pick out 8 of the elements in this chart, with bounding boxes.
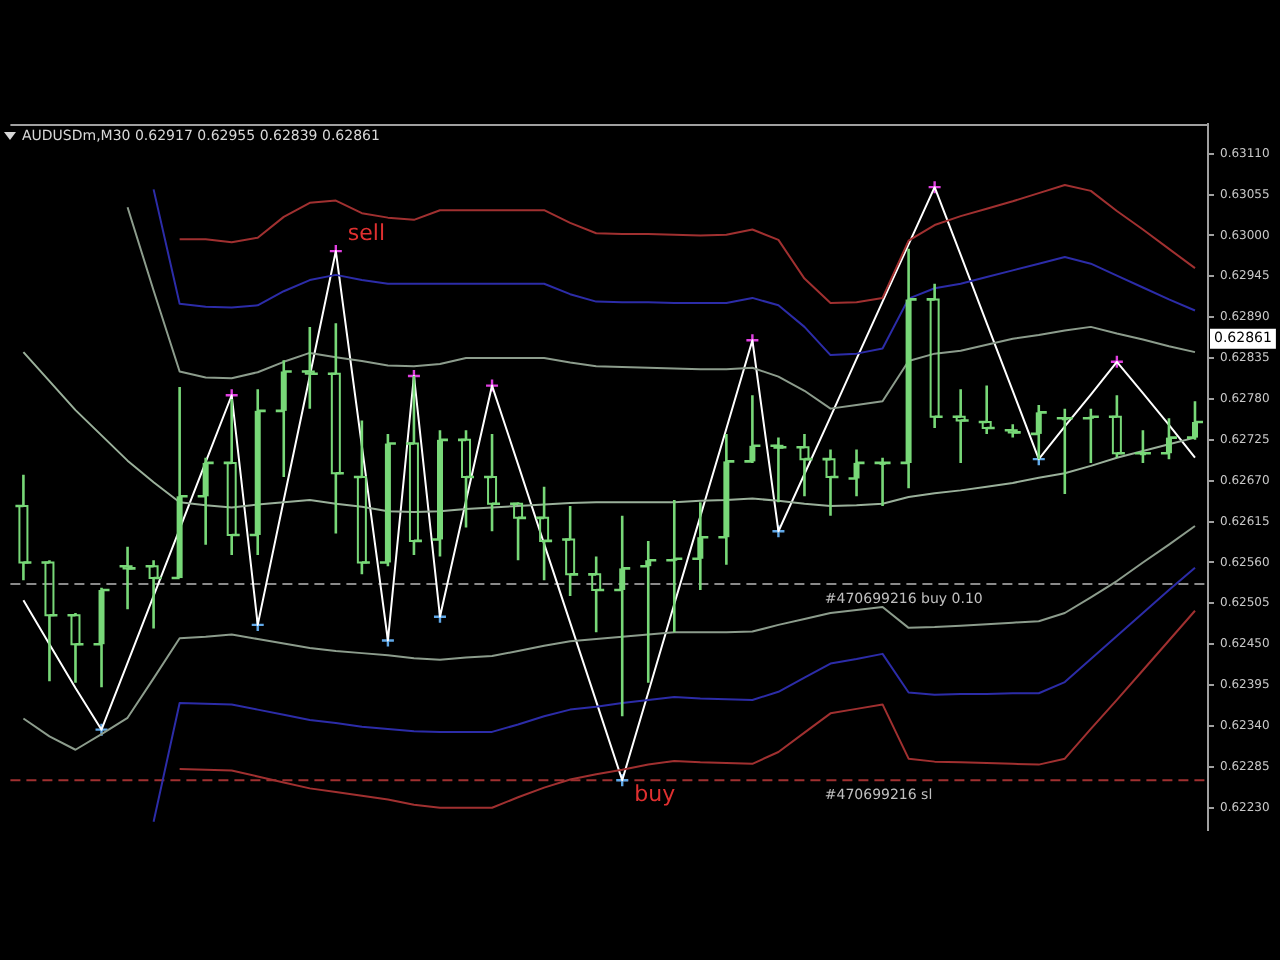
data-label: sell bbox=[347, 219, 386, 246]
point bbox=[771, 524, 786, 539]
point bbox=[615, 773, 630, 788]
point bbox=[484, 378, 500, 393]
point bbox=[1109, 354, 1125, 370]
data-label: buy bbox=[634, 780, 677, 807]
point bbox=[94, 722, 109, 737]
point bbox=[927, 179, 942, 195]
